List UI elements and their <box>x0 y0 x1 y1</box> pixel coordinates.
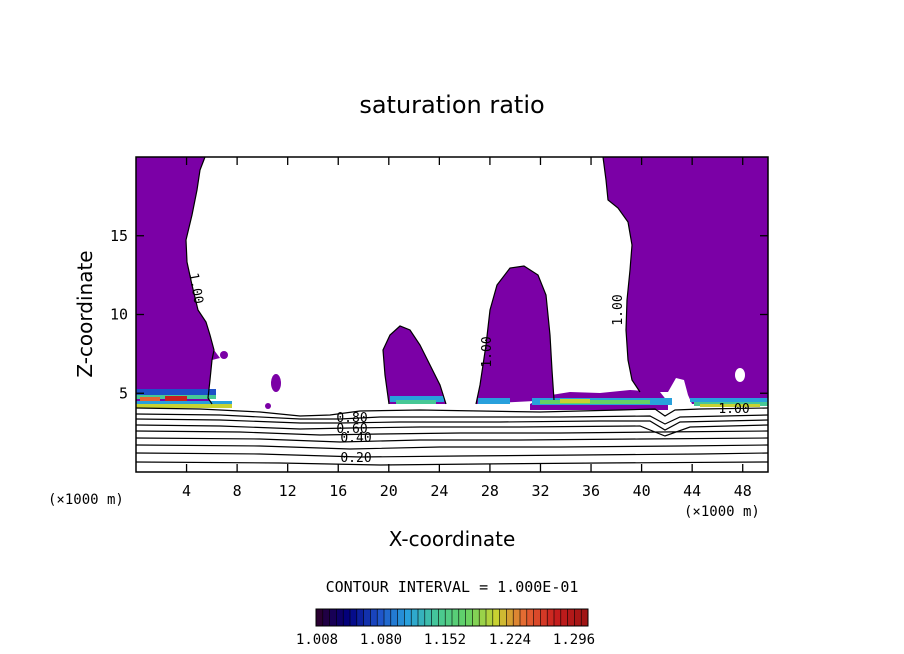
contour-label: 0.40 <box>340 431 371 446</box>
x-tick-label: 20 <box>380 482 398 500</box>
x-tick-label: 40 <box>633 482 651 500</box>
colorbar-swatch <box>574 609 582 626</box>
colorbar-swatch <box>343 609 351 626</box>
supersaturated-region-right <box>603 157 768 404</box>
chart-title: saturation ratio <box>359 91 544 119</box>
colorbar-tick-label: 1.296 <box>553 632 595 648</box>
x-tick-label: 44 <box>683 482 701 500</box>
colorbar-swatch <box>431 609 439 626</box>
colorbar-swatch <box>384 609 392 626</box>
colorbar-swatch <box>526 609 535 626</box>
colorbar-swatch <box>581 609 589 626</box>
colorbar-swatch <box>472 609 480 626</box>
colorbar-swatch <box>316 609 324 626</box>
colorbar-swatch <box>547 609 555 626</box>
colorbar-swatch <box>350 609 358 626</box>
x-tick-label: 4 <box>182 482 191 500</box>
x-axis-label: X-coordinate <box>389 527 516 551</box>
colorbar-swatch <box>458 609 467 626</box>
y-tick-label: 15 <box>110 227 128 245</box>
x-axis: 4 8 12 16 20 24 28 32 36 40 44 48 <box>182 157 752 500</box>
x-tick-label: 32 <box>531 482 549 500</box>
cloud-blob <box>271 374 281 392</box>
x-tick-label: 24 <box>430 482 448 500</box>
colorbar-swatch <box>452 609 460 626</box>
y-unit-label: (×1000 m) <box>684 504 760 520</box>
cloud-blob <box>220 351 228 359</box>
colorbar-swatch <box>336 609 344 626</box>
contour-label: 1.00 <box>185 272 205 305</box>
cloud-blob <box>265 403 271 409</box>
x-tick-label: 8 <box>233 482 242 500</box>
colorbar-swatch <box>479 609 487 626</box>
colorbar-swatch <box>418 609 426 626</box>
colorbar-swatch <box>322 609 331 626</box>
colorbar-swatch <box>404 609 412 626</box>
y-axis-label: Z-coordinate <box>73 250 97 377</box>
colorbar-swatch <box>533 609 541 626</box>
supersaturated-region-tower-center <box>476 266 554 404</box>
colorbar-swatch <box>424 609 433 626</box>
colorbar-swatch <box>486 609 494 626</box>
colorbar-swatch <box>567 609 575 626</box>
colorbar-swatch <box>560 609 569 626</box>
contour-interval-note: CONTOUR INTERVAL = 1.000E-01 <box>326 578 579 596</box>
colorbar-tick-label: 1.152 <box>424 632 466 648</box>
x-tick-label: 28 <box>481 482 499 500</box>
colorbar-tick-label: 1.224 <box>489 632 531 648</box>
colorbar-swatch <box>411 609 419 626</box>
contour-lines-low <box>136 407 768 466</box>
supersaturated-region-left <box>136 157 220 404</box>
y-tick-label: 5 <box>119 384 128 402</box>
contour-labels: 1.00 1.00 1.00 1.00 0.80 0.60 0.40 0.20 <box>185 272 749 466</box>
colorbar-swatch <box>520 609 528 626</box>
contour-label: 0.20 <box>340 451 371 466</box>
contour-label: 0.60 <box>336 422 367 437</box>
contour-label: 1.00 <box>718 402 749 417</box>
colorbar-swatch <box>438 609 446 626</box>
colorbar-swatch <box>397 609 405 626</box>
contour-label: 1.00 <box>480 336 495 367</box>
colorbar-swatch <box>554 609 562 626</box>
colorbar-swatch <box>506 609 514 626</box>
surface-color-band <box>136 389 768 408</box>
colorbar-swatch <box>540 609 548 626</box>
colorbar-swatch <box>465 609 473 626</box>
y-tick-label: 10 <box>110 306 128 324</box>
x-tick-label: 48 <box>734 482 752 500</box>
colorbar-swatch <box>370 609 378 626</box>
x-tick-label: 36 <box>582 482 600 500</box>
colorbar-swatch <box>390 609 399 626</box>
colorbar-swatch <box>513 609 521 626</box>
cloud-hole <box>735 368 745 382</box>
colorbar-tick-label: 1.080 <box>360 632 402 648</box>
colorbar-frame <box>315 608 589 627</box>
colorbar-swatch <box>445 609 453 626</box>
contour-1.00 <box>185 157 641 405</box>
contour-label: 0.80 <box>336 411 367 426</box>
colorbar: 1.008 1.080 1.152 1.224 1.296 <box>296 608 595 648</box>
plot-area: 1.00 1.00 1.00 1.00 0.80 0.60 0.40 0.20 <box>136 157 768 472</box>
colorbar-swatch <box>356 609 365 626</box>
x-unit-label: (×1000 m) <box>48 492 124 508</box>
colorbar-swatch <box>363 609 371 626</box>
colorbar-swatch <box>377 609 385 626</box>
x-tick-label: 16 <box>329 482 347 500</box>
colorbar-swatch <box>492 609 501 626</box>
colorbar-tick-label: 1.008 <box>296 632 338 648</box>
x-tick-label: 12 <box>279 482 297 500</box>
y-axis: 5 10 15 <box>110 227 768 402</box>
supersaturated-region-tower-left <box>383 326 446 404</box>
colorbar-swatch <box>329 609 337 626</box>
contour-label: 1.00 <box>611 294 626 325</box>
colorbar-swatch <box>499 609 507 626</box>
